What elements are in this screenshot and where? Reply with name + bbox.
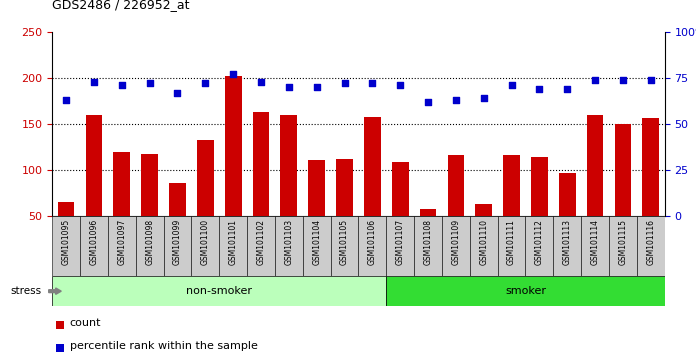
Point <box>144 81 155 86</box>
Bar <box>364 116 381 262</box>
Point <box>562 86 573 92</box>
Point <box>617 77 628 82</box>
Text: GSM101109: GSM101109 <box>452 219 460 265</box>
Text: GSM101108: GSM101108 <box>424 219 432 265</box>
Text: GSM101110: GSM101110 <box>480 219 488 265</box>
Text: GSM101100: GSM101100 <box>201 219 209 265</box>
Text: GSM101115: GSM101115 <box>619 219 627 265</box>
Point <box>88 79 100 84</box>
Point <box>116 82 127 88</box>
Bar <box>392 162 409 262</box>
Bar <box>420 209 436 262</box>
Text: GSM101113: GSM101113 <box>563 219 571 265</box>
Bar <box>58 202 74 262</box>
Text: percentile rank within the sample: percentile rank within the sample <box>70 341 258 351</box>
Bar <box>253 112 269 262</box>
Bar <box>475 204 492 262</box>
Text: non-smoker: non-smoker <box>187 286 252 296</box>
Bar <box>164 216 191 276</box>
Text: GSM101105: GSM101105 <box>340 219 349 265</box>
Bar <box>553 216 581 276</box>
Point <box>645 77 656 82</box>
Bar <box>219 216 247 276</box>
Text: GSM101114: GSM101114 <box>591 219 599 265</box>
Bar <box>141 154 158 262</box>
Text: GSM101102: GSM101102 <box>257 219 265 265</box>
Bar <box>503 155 520 262</box>
Text: GSM101111: GSM101111 <box>507 219 516 265</box>
Bar <box>52 216 80 276</box>
Text: GSM101107: GSM101107 <box>396 219 404 265</box>
Bar <box>136 216 164 276</box>
Bar <box>609 216 637 276</box>
Text: GSM101096: GSM101096 <box>90 219 98 265</box>
Bar <box>498 216 525 276</box>
Bar <box>108 216 136 276</box>
Bar <box>470 216 498 276</box>
Bar <box>642 118 659 262</box>
Point <box>506 82 517 88</box>
Point <box>61 97 72 103</box>
Point <box>311 84 322 90</box>
Point <box>422 99 434 105</box>
Bar <box>52 276 386 306</box>
Bar <box>358 216 386 276</box>
Text: GSM101101: GSM101101 <box>229 219 237 265</box>
Bar <box>615 124 631 262</box>
Text: smoker: smoker <box>505 286 546 296</box>
Point <box>534 86 545 92</box>
Text: count: count <box>70 318 101 328</box>
Bar <box>559 173 576 262</box>
Point <box>590 77 601 82</box>
Text: GSM101112: GSM101112 <box>535 219 544 265</box>
Point <box>339 81 350 86</box>
Point <box>172 90 183 96</box>
Text: GDS2486 / 226952_at: GDS2486 / 226952_at <box>52 0 190 11</box>
Point <box>255 79 267 84</box>
Bar <box>275 216 303 276</box>
Bar <box>247 216 275 276</box>
Text: GSM101116: GSM101116 <box>647 219 655 265</box>
Point <box>228 72 239 77</box>
Bar <box>531 157 548 262</box>
Bar <box>386 276 665 306</box>
Bar <box>113 152 130 262</box>
Text: GSM101104: GSM101104 <box>313 219 321 265</box>
Bar <box>442 216 470 276</box>
Point <box>450 97 461 103</box>
Point <box>200 81 211 86</box>
Bar <box>308 160 325 262</box>
Point <box>283 84 294 90</box>
Bar <box>169 183 186 262</box>
Bar <box>303 216 331 276</box>
Bar <box>581 216 609 276</box>
Text: stress: stress <box>10 286 42 296</box>
Bar <box>331 216 358 276</box>
Text: GSM101097: GSM101097 <box>118 219 126 265</box>
Bar <box>280 115 297 262</box>
Bar <box>587 115 603 262</box>
Point <box>478 95 489 101</box>
Bar <box>414 216 442 276</box>
Bar <box>225 76 242 262</box>
Bar <box>191 216 219 276</box>
Bar <box>80 216 108 276</box>
Bar <box>386 216 414 276</box>
Bar <box>525 216 553 276</box>
Text: GSM101099: GSM101099 <box>173 219 182 265</box>
Text: GSM101095: GSM101095 <box>62 219 70 265</box>
Bar <box>637 216 665 276</box>
Text: GSM101098: GSM101098 <box>145 219 154 265</box>
Text: GSM101106: GSM101106 <box>368 219 377 265</box>
Point <box>367 81 378 86</box>
Bar <box>448 155 464 262</box>
Text: GSM101103: GSM101103 <box>285 219 293 265</box>
Bar <box>336 159 353 262</box>
Bar <box>197 141 214 262</box>
Bar <box>86 115 102 262</box>
Point <box>395 82 406 88</box>
